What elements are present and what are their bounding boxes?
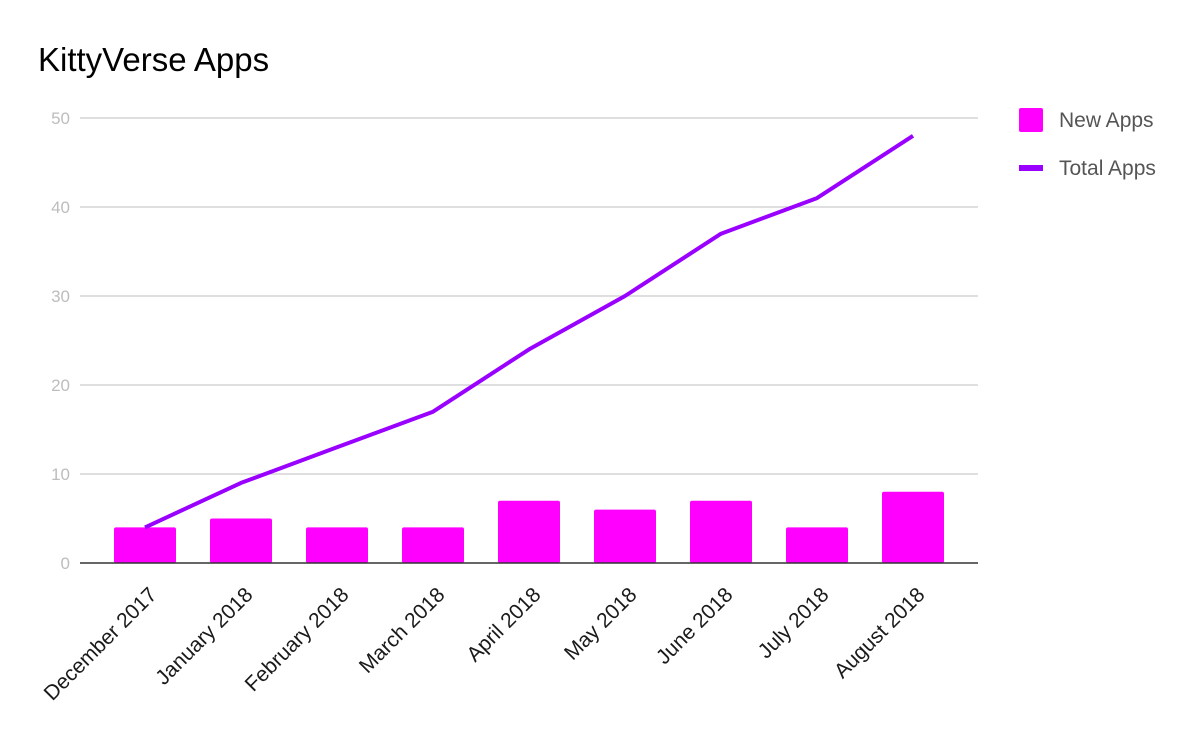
y-tick-label: 0: [61, 554, 70, 573]
x-tick-label: March 2018: [355, 583, 450, 678]
bar-5: [498, 500, 560, 563]
legend-label: New Apps: [1059, 109, 1154, 132]
bar-6: [594, 509, 656, 563]
legend-label: Total Apps: [1059, 157, 1156, 180]
y-tick-label: 40: [51, 198, 70, 217]
bar-2: [210, 518, 272, 563]
gridlines: [80, 117, 978, 475]
x-tick-label: December 2017: [40, 583, 162, 705]
legend-swatch-line: [1019, 165, 1043, 171]
chart-title: KittyVerse Apps: [38, 41, 269, 78]
y-axis-ticks: 0 10 20 30 40 50: [51, 109, 70, 573]
bar-1: [114, 527, 176, 563]
y-tick-label: 50: [51, 109, 70, 128]
y-tick-label: 20: [51, 376, 70, 395]
total-apps-line: [144, 134, 915, 530]
bar-9: [882, 491, 944, 563]
legend-swatch-bar: [1019, 108, 1043, 132]
y-tick-label: 10: [51, 465, 70, 484]
y-tick-label: 30: [51, 287, 70, 306]
x-tick-label: June 2018: [652, 583, 738, 669]
bar-4: [402, 527, 464, 563]
legend: New Apps Total Apps: [1019, 108, 1156, 180]
x-tick-label: May 2018: [560, 583, 641, 664]
bar-8: [786, 527, 848, 563]
x-tick-label: January 2018: [151, 583, 257, 689]
x-tick-label: July 2018: [754, 583, 834, 663]
bar-3: [306, 527, 368, 563]
bar-series: [114, 491, 944, 563]
x-tick-label: August 2018: [830, 583, 930, 683]
x-tick-label: April 2018: [462, 583, 545, 666]
x-tick-label: February 2018: [241, 583, 354, 696]
line-series: [144, 134, 915, 530]
bar-7: [690, 500, 752, 563]
